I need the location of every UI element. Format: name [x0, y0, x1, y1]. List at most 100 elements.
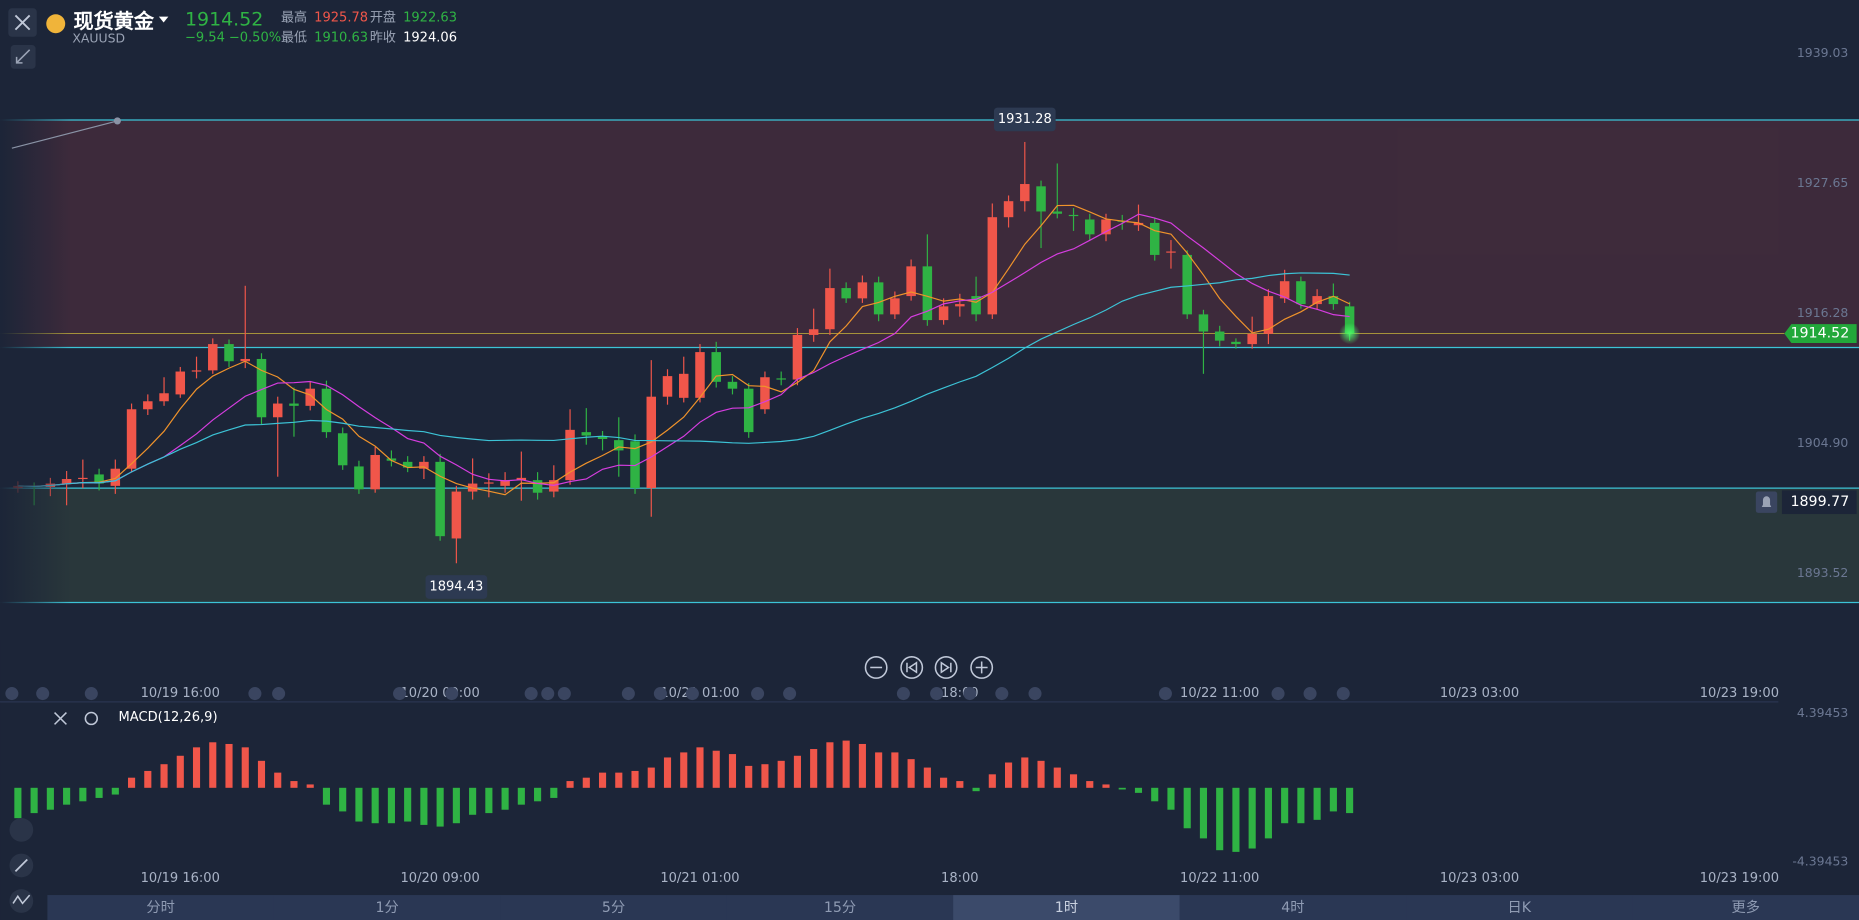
- instrument-name[interactable]: 现货黄金: [74, 9, 155, 33]
- macd-bar: [1281, 787, 1289, 824]
- moving-average: [17, 204, 1350, 496]
- zoom-in[interactable]: [970, 656, 994, 679]
- dropdown-arrow[interactable]: [158, 16, 169, 23]
- macd-bar: [79, 787, 87, 802]
- event-dot[interactable]: [272, 687, 286, 701]
- candle-body: [1214, 331, 1225, 341]
- timeframe-tab[interactable]: [47, 895, 274, 920]
- gold-icon: [46, 14, 66, 34]
- event-dot[interactable]: [248, 687, 262, 701]
- candle-body: [743, 388, 754, 433]
- candle-body: [451, 491, 462, 539]
- x-tick-label: 10/23 19:00: [1700, 686, 1779, 701]
- event-dot[interactable]: [783, 687, 797, 701]
- icon: [975, 661, 988, 674]
- timeframe-label: 5分: [602, 899, 625, 916]
- macd-bar: [923, 767, 931, 788]
- candle-body: [175, 371, 186, 395]
- macd-bar: [404, 787, 412, 822]
- macd-bar: [1329, 787, 1337, 812]
- zoom-out[interactable]: [864, 656, 888, 679]
- event-dot[interactable]: [1303, 687, 1317, 701]
- macd-bar: [1248, 787, 1256, 849]
- event-dot[interactable]: [930, 687, 944, 701]
- timeframe-tab[interactable]: [726, 895, 954, 920]
- candle-body: [825, 288, 835, 330]
- timeframe-tab[interactable]: [1179, 895, 1407, 920]
- macd-bar: [1313, 787, 1321, 820]
- candle-body: [1247, 333, 1257, 345]
- event-dot[interactable]: [541, 687, 555, 701]
- event-dot[interactable]: [393, 687, 407, 701]
- tool-indicator[interactable]: [9, 818, 34, 842]
- macd-close[interactable]: [54, 711, 67, 725]
- step-back[interactable]: [900, 656, 924, 679]
- event-dot[interactable]: [896, 687, 910, 701]
- timeframe-tab[interactable]: [1406, 895, 1633, 920]
- event-dot[interactable]: [995, 687, 1009, 701]
- icon: [906, 661, 918, 674]
- candle-body: [1344, 306, 1355, 334]
- candle-body: [224, 344, 234, 362]
- collapse-icon: [15, 49, 31, 64]
- candle-body: [484, 482, 494, 484]
- event-dot[interactable]: [963, 687, 977, 701]
- candle-body: [776, 378, 786, 380]
- candle-body: [386, 458, 397, 461]
- timeframe-label: 分时: [146, 899, 174, 916]
- macd-bar: [517, 787, 525, 805]
- macd-bar: [712, 750, 720, 788]
- macd-bar: [1053, 767, 1061, 788]
- y-tick-label: 1916.28: [1797, 305, 1849, 320]
- candle-body: [1296, 281, 1306, 305]
- event-dot[interactable]: [1336, 687, 1350, 701]
- x-tick-label: 10/19 16:00: [141, 686, 220, 701]
- event-dot[interactable]: [445, 687, 459, 701]
- macd-bar: [387, 787, 395, 824]
- macd-bar: [290, 781, 298, 788]
- event-dot[interactable]: [621, 687, 635, 701]
- macd-bar: [1297, 787, 1305, 824]
- candle-body: [1279, 281, 1290, 299]
- stat-value: 1910.63: [314, 30, 368, 45]
- event-dot[interactable]: [751, 687, 765, 701]
- macd-bar: [1021, 757, 1029, 788]
- macd-settings[interactable]: [84, 711, 99, 726]
- timeframe-tab[interactable]: [273, 895, 501, 920]
- candle-body: [1198, 314, 1209, 332]
- x-tick-label: 10/19 16:00: [141, 871, 220, 886]
- moving-average: [17, 272, 1350, 488]
- event-dot[interactable]: [653, 687, 667, 701]
- candle-body: [679, 373, 689, 398]
- timeframe-label: 1分: [375, 899, 398, 916]
- x-tick-label: 10/20 09:00: [401, 871, 480, 886]
- event-dot[interactable]: [5, 687, 19, 701]
- event-dot[interactable]: [1028, 687, 1042, 701]
- macd-bar: [875, 752, 883, 788]
- icon: [12, 894, 31, 905]
- candle-body: [1263, 296, 1274, 334]
- timeframe-tab[interactable]: [500, 895, 727, 920]
- macd-bar: [1232, 787, 1240, 852]
- icon: [940, 661, 952, 674]
- timeframe-tab[interactable]: [953, 895, 1180, 920]
- event-dot[interactable]: [557, 687, 571, 701]
- event-dot[interactable]: [84, 687, 98, 701]
- event-dot[interactable]: [685, 687, 699, 701]
- event-dot[interactable]: [1158, 687, 1172, 701]
- step-forward[interactable]: [934, 656, 958, 679]
- macd-bar: [241, 747, 249, 788]
- event-dot[interactable]: [36, 687, 50, 701]
- candle-body: [955, 304, 965, 307]
- timeframe-tab[interactable]: [1632, 895, 1859, 920]
- event-dot[interactable]: [524, 687, 538, 701]
- event-dot[interactable]: [1271, 687, 1285, 701]
- candle-body: [500, 480, 510, 486]
- candle-body: [1328, 296, 1339, 305]
- macd-bar: [972, 787, 980, 792]
- macd-bar: [1102, 784, 1110, 788]
- candle-body: [110, 468, 121, 486]
- macd-bar: [810, 749, 818, 788]
- macd-bar: [209, 742, 217, 788]
- candle-body: [565, 429, 575, 481]
